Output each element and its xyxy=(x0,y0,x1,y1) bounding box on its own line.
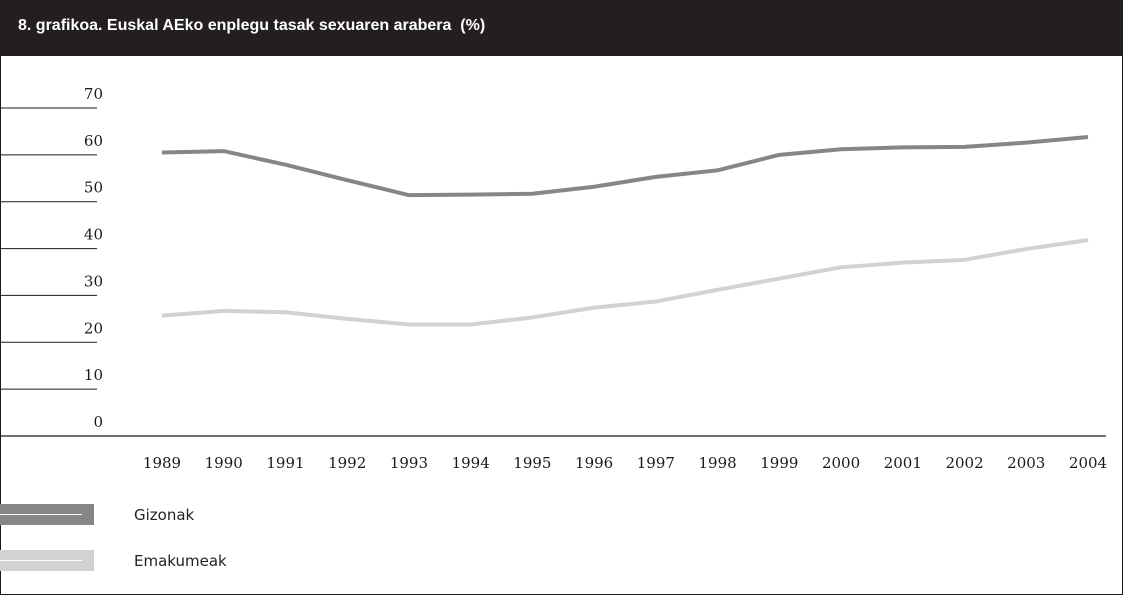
y-tick-label: 70 xyxy=(84,85,103,103)
y-tick-label: 50 xyxy=(84,179,103,197)
x-tick-label: 1996 xyxy=(575,454,613,472)
x-tick-label: 1993 xyxy=(390,454,428,472)
series-line-men xyxy=(161,135,1089,198)
x-tick-label: 1998 xyxy=(699,454,737,472)
series-line-women xyxy=(161,238,1089,327)
series-lines xyxy=(161,135,1089,327)
x-tick-label: 1989 xyxy=(143,454,181,472)
x-tick-label: 2003 xyxy=(1007,454,1045,472)
y-tick-label: 10 xyxy=(84,366,103,384)
x-tick-label: 2000 xyxy=(822,454,860,472)
y-tick-label: 20 xyxy=(84,319,103,337)
x-axis-ticks: 1989 1990 1991 1992 1993 1994 1995 1996 1997 1998… xyxy=(143,454,1107,472)
legend-label: Emakumeak xyxy=(134,552,227,570)
y-tick-label: 0 xyxy=(93,413,103,431)
x-tick-label: 2004 xyxy=(1069,454,1107,472)
chart-title: 8. grafikoa. Euskal AEko enplegu tasak s… xyxy=(18,17,486,34)
x-tick-label: 1990 xyxy=(205,454,243,472)
y-tick-label: 60 xyxy=(84,132,103,150)
legend-label: Gizonak xyxy=(134,506,195,524)
chart-title-bar: 8. grafikoa. Euskal AEko enplegu tasak s… xyxy=(0,0,1123,56)
x-tick-label: 1995 xyxy=(513,454,551,472)
x-tick-label: 2001 xyxy=(884,454,922,472)
x-tick-label: 1994 xyxy=(452,454,490,472)
x-tick-label: 1997 xyxy=(637,454,675,472)
x-tick-label: 1992 xyxy=(328,454,366,472)
x-tick-label: 2002 xyxy=(945,454,983,472)
y-axis: 0 10 20 30 40 50 60 70 xyxy=(0,85,103,431)
y-tick-label: 40 xyxy=(84,226,103,244)
legend: Gizonak Emakumeak xyxy=(0,504,227,571)
y-tick-label: 30 xyxy=(84,272,103,290)
x-tick-label: 1999 xyxy=(760,454,798,472)
x-tick-label: 1991 xyxy=(266,454,304,472)
